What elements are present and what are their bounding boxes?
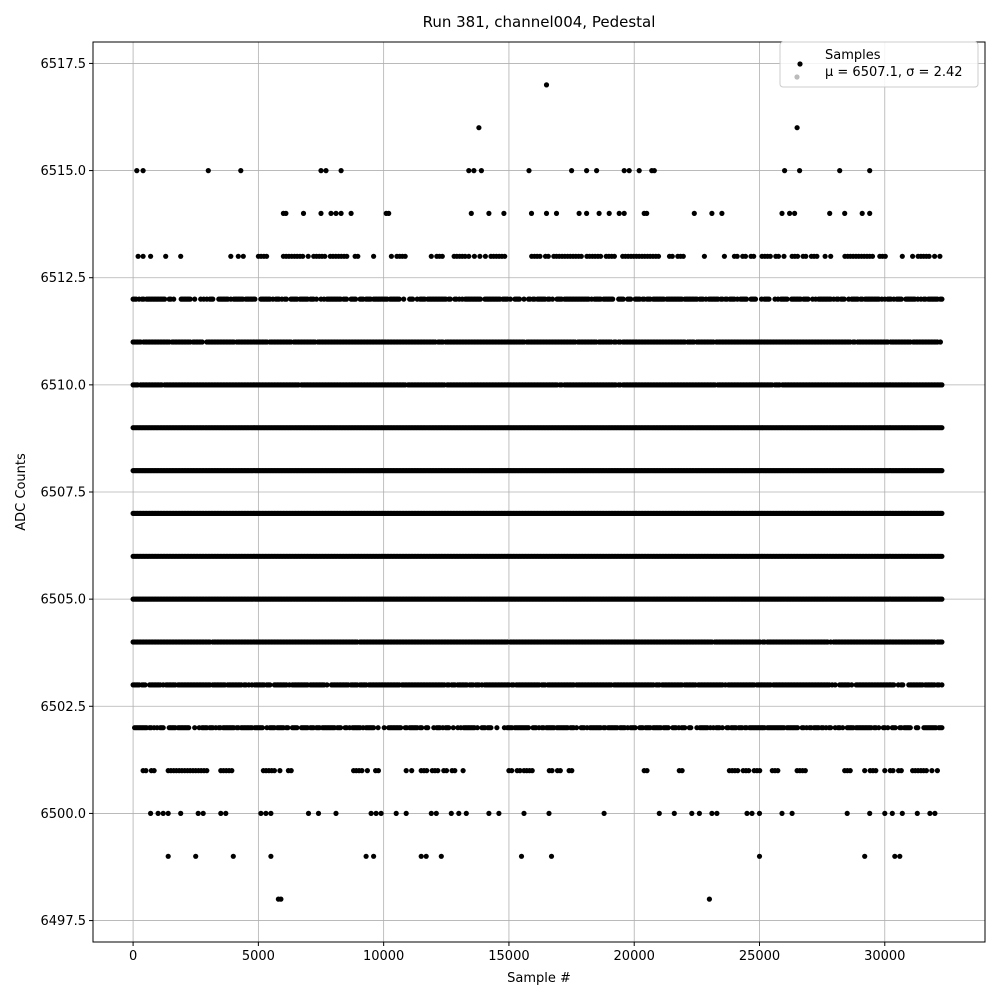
data-point — [200, 339, 205, 344]
data-point — [939, 382, 944, 387]
data-point — [939, 468, 944, 473]
data-point — [188, 297, 193, 302]
data-point — [324, 682, 329, 687]
data-point — [939, 639, 944, 644]
data-point — [521, 297, 526, 302]
data-point — [410, 297, 415, 302]
data-point — [939, 597, 944, 602]
data-point — [610, 297, 615, 302]
data-point — [478, 297, 483, 302]
data-point — [900, 682, 905, 687]
data-point — [314, 297, 319, 302]
data-point — [448, 297, 453, 302]
data-point — [939, 682, 944, 687]
data-point — [267, 682, 272, 687]
data-point — [939, 511, 944, 516]
data-point — [143, 682, 148, 687]
data-point — [550, 297, 555, 302]
data-point — [939, 425, 944, 430]
data-point — [939, 554, 944, 559]
data-point — [344, 297, 349, 302]
data-point — [401, 297, 406, 302]
data-point — [508, 297, 513, 302]
data-point — [252, 297, 257, 302]
data-point — [284, 297, 289, 302]
data-point — [891, 682, 896, 687]
data-point — [397, 297, 402, 302]
data-point — [353, 297, 358, 302]
data-point — [938, 339, 943, 344]
data-point — [171, 297, 176, 302]
data-point — [849, 682, 854, 687]
data-point — [192, 297, 197, 302]
data-point — [833, 682, 838, 687]
data-point — [210, 297, 215, 302]
data-point — [517, 297, 522, 302]
data-point — [162, 297, 167, 302]
